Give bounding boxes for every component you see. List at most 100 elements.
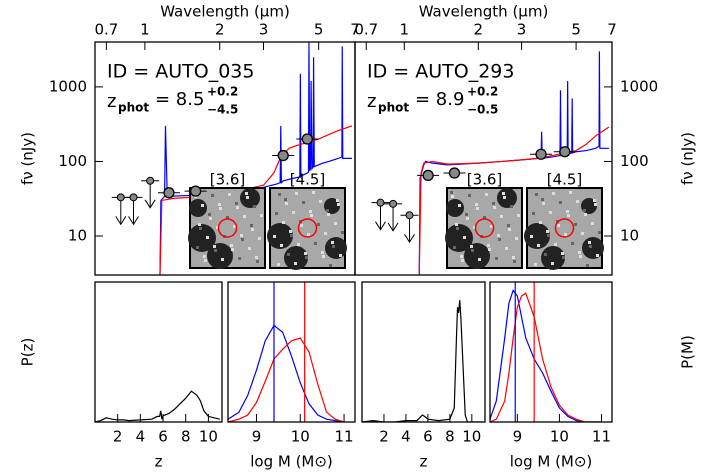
x-tick-label: 3 bbox=[517, 21, 527, 39]
inset-noise bbox=[492, 202, 495, 205]
plot-area bbox=[95, 390, 220, 422]
x-tick-label: 2 bbox=[474, 21, 484, 39]
series-line bbox=[228, 324, 345, 422]
inset-noise bbox=[502, 192, 505, 195]
x-tick-label: 7 bbox=[607, 21, 617, 39]
zphot-err-plus: +0.2 bbox=[467, 85, 498, 99]
inset-noise bbox=[539, 221, 542, 224]
x-tick-label: 2 bbox=[215, 21, 225, 39]
y-axis-label: fν (nJy) bbox=[679, 132, 697, 185]
inset-noise bbox=[213, 245, 216, 248]
inset-noise bbox=[490, 225, 493, 228]
inset-blob bbox=[240, 188, 260, 208]
y-tick-label: 100 bbox=[58, 152, 87, 170]
inset-noise bbox=[498, 238, 501, 241]
series-line bbox=[418, 51, 609, 275]
inset-noise bbox=[309, 210, 312, 213]
inset-noise bbox=[289, 230, 292, 233]
inset-noise bbox=[571, 242, 574, 245]
limit-arrowhead bbox=[115, 216, 127, 226]
inset-noise bbox=[598, 231, 601, 234]
inset-noise bbox=[559, 201, 562, 204]
object-id: ID = AUTO_293 bbox=[367, 61, 514, 83]
inset-noise bbox=[250, 224, 253, 227]
inset-noise bbox=[284, 198, 287, 201]
inset-noise bbox=[475, 203, 478, 206]
limit-arrowhead bbox=[375, 221, 386, 231]
inset-noise bbox=[243, 215, 246, 218]
inset-noise bbox=[314, 242, 317, 245]
inset-noise bbox=[337, 203, 340, 206]
inset-noise bbox=[578, 251, 581, 254]
inset-noise bbox=[282, 221, 285, 224]
inset-image bbox=[524, 187, 604, 270]
inset-noise bbox=[465, 213, 468, 216]
inset-noise bbox=[204, 259, 207, 262]
x-tick-label: 0.7 bbox=[354, 21, 378, 39]
zphot-subscript: phot bbox=[378, 101, 409, 115]
y-tick-label: 1000 bbox=[620, 77, 658, 95]
inset-blob bbox=[497, 188, 517, 208]
inset-noise bbox=[487, 244, 490, 247]
inset-noise bbox=[290, 234, 293, 237]
x-tick-label: 5 bbox=[571, 21, 581, 39]
inset-noise bbox=[579, 255, 582, 258]
inset-blob bbox=[524, 223, 550, 249]
inset-noise bbox=[471, 249, 474, 252]
inset-noise bbox=[295, 192, 298, 195]
zphot-err-minus: −4.5 bbox=[207, 103, 238, 117]
x-tick-label: 5 bbox=[314, 21, 324, 39]
inset-label: [3.6] bbox=[210, 171, 246, 189]
inset-noise bbox=[466, 217, 469, 220]
zphot-err-plus: +0.2 bbox=[207, 85, 238, 99]
inset-noise bbox=[241, 238, 244, 241]
inset-noise bbox=[557, 224, 560, 227]
inset-noise bbox=[231, 248, 234, 251]
inset-noise bbox=[246, 196, 249, 199]
plot-area bbox=[418, 51, 610, 275]
x-axis-label: z bbox=[155, 453, 163, 471]
y-tick-label: 10 bbox=[620, 227, 639, 245]
inset-noise bbox=[547, 234, 550, 237]
x-tick-label: 7 bbox=[350, 21, 360, 39]
object-id: ID = AUTO_035 bbox=[107, 61, 254, 83]
inset-noise bbox=[485, 193, 488, 196]
y-tick-label: 1000 bbox=[49, 77, 87, 95]
inset-noise bbox=[574, 223, 577, 226]
panel-frame bbox=[354, 41, 613, 276]
inset-noise bbox=[305, 256, 308, 259]
inset-noise bbox=[584, 213, 587, 216]
inset-noise bbox=[493, 206, 496, 209]
inset-noise bbox=[221, 258, 224, 261]
upper-limit bbox=[389, 199, 398, 208]
zphot-symbol: z bbox=[367, 91, 376, 112]
detection bbox=[189, 185, 202, 197]
inset-noise bbox=[588, 241, 591, 244]
series-line bbox=[159, 125, 353, 275]
inset-noise bbox=[218, 203, 221, 206]
inset-noise bbox=[594, 203, 597, 206]
x-tick-label: 2 bbox=[379, 428, 389, 446]
x-tick-label: 6 bbox=[423, 428, 433, 446]
y-axis-label: P(M) bbox=[679, 335, 697, 369]
series-line bbox=[490, 292, 602, 422]
inset-noise bbox=[199, 227, 202, 230]
inset-noise bbox=[468, 194, 471, 197]
inset-noise bbox=[453, 246, 456, 249]
inset-noise bbox=[336, 199, 339, 202]
limit-arrowhead bbox=[387, 222, 399, 232]
inset-noise bbox=[209, 217, 212, 220]
panel-frame bbox=[227, 281, 356, 423]
x-tick-label: 0.7 bbox=[94, 21, 118, 39]
x-tick-label: 8 bbox=[445, 428, 455, 446]
inset-blob bbox=[325, 237, 347, 259]
x-tick-label: 11 bbox=[592, 428, 611, 446]
inset-noise bbox=[515, 237, 518, 240]
inset-noise bbox=[214, 249, 217, 252]
inset-noise bbox=[535, 193, 538, 196]
inset-noise bbox=[583, 209, 586, 212]
inset-noise bbox=[297, 243, 300, 246]
x-tick-label: 6 bbox=[158, 428, 168, 446]
inset-noise bbox=[541, 198, 544, 201]
inset-noise bbox=[327, 213, 330, 216]
